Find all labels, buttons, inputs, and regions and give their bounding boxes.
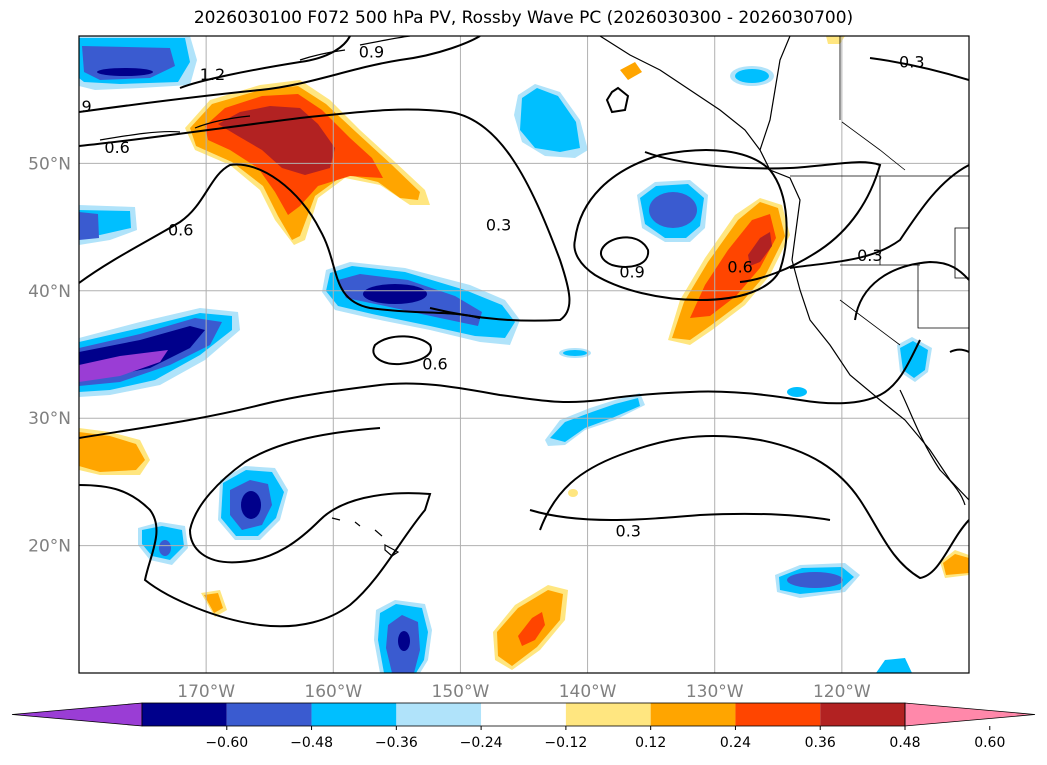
- colorbar-segment: [481, 703, 566, 726]
- lat-tick-label: 30°N: [28, 409, 71, 429]
- colorbar-tick-label: −0.60: [205, 735, 248, 751]
- negative-anomaly-subtropical-streak: [545, 348, 645, 446]
- lon-tick-label: 160°W: [304, 682, 362, 702]
- contour-0.6-gulf: [573, 149, 788, 302]
- contour-1.2: [179, 36, 351, 89]
- negative-anomaly-small-north: [730, 66, 774, 86]
- lon-tick-label: 120°W: [813, 682, 871, 702]
- map-gridlines: [79, 36, 969, 673]
- map-title: 2026030100 F072 500 hPa PV, Rossby Wave …: [193, 8, 854, 28]
- negative-anomaly-north-central: [514, 84, 588, 158]
- colorbar-tick-label: 0.36: [805, 735, 836, 751]
- positive-anomaly-west-edge: [79, 428, 150, 475]
- positive-anomaly-offshore: [668, 198, 790, 345]
- contour-0.3-coast: [789, 164, 969, 269]
- contour-0.3-east: [539, 435, 969, 580]
- negative-anomaly-california: [787, 337, 932, 397]
- contour-label: 0.9: [359, 42, 384, 61]
- colorbar-tick-label: −0.36: [375, 735, 418, 751]
- colorbar-segment: [311, 703, 397, 726]
- latitude-labels: 50°N 40°N 30°N 20°N: [28, 154, 71, 556]
- colorbar-segment: [650, 703, 736, 726]
- contour-label: 0.3: [616, 521, 641, 540]
- contour-0.3-gulf: [644, 151, 882, 283]
- contour-0.6-north: [79, 108, 571, 322]
- positive-anomaly-south: [493, 585, 568, 670]
- colorbar-segment: [820, 703, 905, 726]
- lon-tick-label: 170°W: [177, 682, 235, 702]
- colorbar: [11, 702, 1036, 727]
- contour-label: 0.6: [168, 221, 193, 240]
- contour-label: 0.3: [899, 52, 924, 71]
- colorbar-segment: [565, 703, 651, 726]
- colorbar-tick-label: 0.12: [635, 735, 666, 751]
- colorbar-tick-label: −0.12: [544, 735, 587, 751]
- colorbar-extend-high: [904, 702, 1036, 727]
- contour-0.6-west: [79, 163, 481, 319]
- colorbar-frame: [141, 702, 906, 727]
- colorbar-segment: [396, 703, 482, 726]
- contour-label: 0.3: [857, 246, 882, 265]
- hawaiian-islands: [331, 517, 400, 557]
- lon-tick-label: 150°W: [432, 682, 490, 702]
- contour-0.3-label-segment: [529, 509, 831, 521]
- colorbar-tick-labels: −0.60 −0.48 −0.36 −0.24 −0.12 0.12 0.24 0.36 0.4…: [205, 726, 1005, 751]
- colorbar-tick-label: 0.60: [974, 735, 1005, 751]
- us-state-borders: [839, 176, 969, 346]
- negative-anomaly-hawaii-north: [218, 466, 288, 540]
- negative-anomaly-zonal-band: [79, 308, 240, 397]
- lat-tick-label: 50°N: [28, 154, 71, 174]
- contour-label: 0.6: [104, 138, 129, 157]
- north-america-coastline: [759, 36, 969, 501]
- negative-anomaly-gulf: [637, 180, 708, 242]
- lon-tick-label: 140°W: [559, 682, 617, 702]
- state-border-east: [954, 227, 969, 279]
- alaska-panhandle-coast: [599, 36, 761, 151]
- contour-closed-alaska: [605, 86, 630, 114]
- negative-anomaly-south: [374, 600, 432, 673]
- political-borders: [790, 36, 969, 346]
- baja-coastline: [899, 389, 966, 506]
- contour-0.3-north-east: [869, 57, 969, 81]
- contour-label: 9: [82, 97, 92, 116]
- contour-label: 0.3: [486, 216, 511, 235]
- alaska-canada-border: [839, 36, 906, 171]
- longitude-labels: 170°W 160°W 150°W 140°W 130°W 120°W: [177, 682, 871, 702]
- contour-label: 0.9: [619, 263, 644, 282]
- contour-0.3-south: [79, 339, 921, 439]
- contour-labels: 1.2 0.9 9 0.6 0.6 0.3 0.9 0.6 0.3 0.3 0.6 0.3: [82, 42, 925, 540]
- positive-anomaly-small: [201, 36, 969, 617]
- pv-contour-lines: [79, 36, 969, 628]
- colorbar-tick-label: −0.48: [290, 735, 333, 751]
- contour-0.3-hawaii: [79, 427, 432, 628]
- colorbar-segment: [226, 703, 312, 726]
- lat-tick-label: 20°N: [28, 537, 71, 557]
- negative-anomaly-west-top: [79, 36, 197, 90]
- contour-label: 0.6: [422, 354, 447, 373]
- colorbar-tick-label: 0.24: [720, 735, 751, 751]
- colorbar-extend-low: [11, 702, 143, 727]
- contour-0.3-land: [854, 260, 969, 321]
- negative-anomaly-southeast: [775, 563, 912, 673]
- colorbar-tick-label: −0.24: [460, 735, 503, 751]
- contour-fragment-east: [949, 348, 969, 353]
- lat-tick-label: 40°N: [28, 282, 71, 302]
- aleutian-islands: [99, 115, 251, 141]
- colorbar-tick-label: 0.48: [889, 735, 920, 751]
- coastlines: [99, 36, 969, 557]
- contour-0.9-closed-gulf: [599, 236, 650, 268]
- colorbar-segment: [735, 703, 821, 726]
- contour-0.6-closed-small: [372, 335, 432, 366]
- contour-0.9-north: [79, 36, 481, 113]
- map-frame: [78, 35, 970, 674]
- lon-tick-label: 130°W: [686, 682, 744, 702]
- contour-label: 1.2: [200, 65, 225, 84]
- colorbar-segment: [142, 703, 227, 726]
- pv-anomaly-fill-layer: [79, 36, 969, 673]
- contour-label: 0.6: [727, 258, 752, 277]
- negative-anomaly-west-edge: [79, 205, 137, 245]
